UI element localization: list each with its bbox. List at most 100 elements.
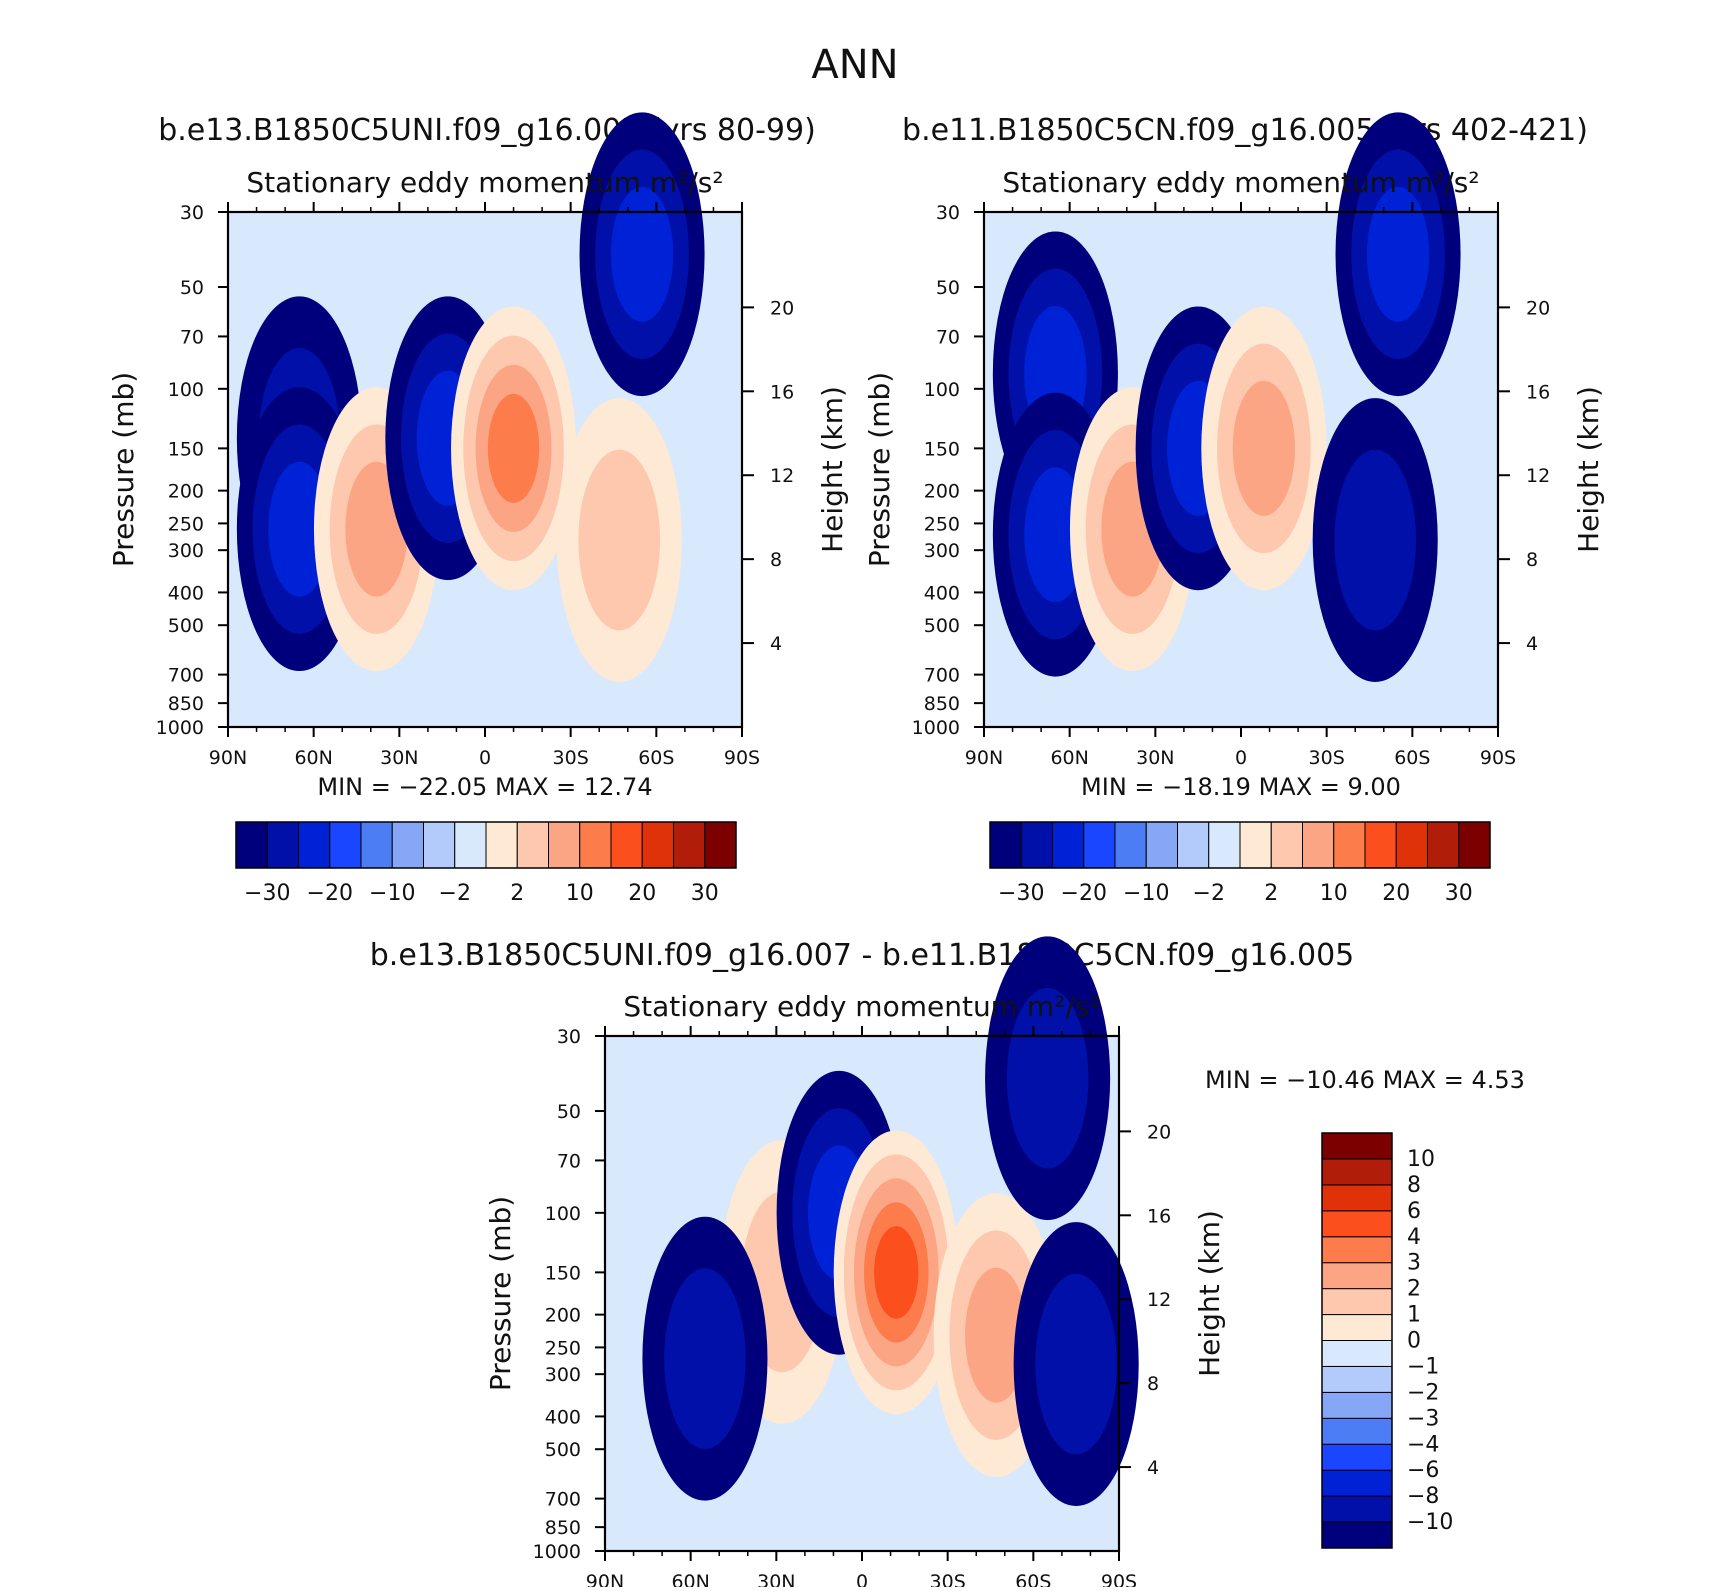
y-tick-label: 50	[180, 277, 204, 299]
x-tick-label: 90S	[1480, 747, 1516, 769]
colorbar-swatch	[1321, 1184, 1393, 1212]
y-tick-label: 1000	[533, 1541, 581, 1563]
y-axis-label: Pressure (mb)	[107, 372, 140, 567]
y-tick-label: 700	[545, 1489, 581, 1511]
y-tick-label: 50	[557, 1101, 581, 1123]
y-tick-label: 30	[557, 1026, 581, 1048]
y2-tick-label: 4	[1526, 633, 1538, 655]
x-tick-label: 30N	[757, 1571, 795, 1587]
y-tick-label: 70	[180, 326, 204, 348]
colorbar-label: −2	[1193, 881, 1225, 906]
contour-blob-6-1	[1006, 987, 1089, 1169]
y-tick-label: 850	[924, 693, 960, 715]
colorbar-swatch	[1321, 1417, 1393, 1445]
contour-blob-6-2	[1366, 186, 1430, 322]
y-tick-label: 30	[936, 202, 960, 224]
y-tick-label: 50	[936, 277, 960, 299]
y-tick-label: 500	[924, 615, 960, 637]
x-tick-label: 90N	[965, 747, 1003, 769]
y2-tick-label: 12	[1526, 465, 1550, 487]
colorbar-label: −20	[1061, 881, 1107, 906]
x-tick-label: 60N	[294, 747, 332, 769]
contour-blob-4-2	[1232, 380, 1295, 516]
x-tick-label: 60N	[1050, 747, 1088, 769]
plot-title: Stationary eddy momentum m²/s²	[1002, 166, 1479, 199]
colorbar-swatch	[1321, 1236, 1393, 1264]
colorbar-label: 2	[1407, 1277, 1421, 1302]
colorbar-frame	[235, 821, 737, 869]
colorbar-label: 3	[1407, 1251, 1421, 1276]
colorbar-swatch	[1052, 821, 1085, 869]
colorbar-swatch	[579, 821, 612, 869]
page-title: ANN	[811, 42, 898, 88]
y-tick-label: 150	[168, 438, 204, 460]
x-tick-label: 90N	[209, 747, 247, 769]
colorbar-label: −30	[998, 881, 1044, 906]
y2-tick-label: 4	[770, 633, 782, 655]
x-tick-label: 90N	[586, 1571, 624, 1587]
y2-axis-label: Height (km)	[1572, 386, 1605, 553]
plot-title: Stationary eddy momentum m²/s²	[246, 166, 723, 199]
x-tick-label: 60N	[671, 1571, 709, 1587]
x-tick-label: 0	[479, 747, 491, 769]
colorbar-swatch	[1020, 821, 1053, 869]
x-tick-label: 30N	[1136, 747, 1174, 769]
colorbar-swatch	[1321, 1469, 1393, 1497]
colorbar-label: −3	[1407, 1406, 1439, 1431]
y-tick-label: 200	[168, 481, 204, 503]
colorbar-swatch	[1364, 821, 1397, 869]
panel2-header: b.e11.B1850C5CN.f09_g16.005 (yrs 402-421…	[902, 113, 1588, 148]
colorbar-label: −2	[439, 881, 471, 906]
colorbar-swatch	[1208, 821, 1241, 869]
min-max-stats: MIN = −22.05 MAX = 12.74	[317, 773, 652, 801]
y2-tick-label: 16	[770, 381, 794, 403]
contour-blob-1-2	[268, 461, 331, 597]
colorbar-swatch	[1458, 821, 1491, 869]
colorbar-label: −10	[369, 881, 415, 906]
colorbar-swatch	[1239, 821, 1272, 869]
y2-tick-label: 20	[1526, 297, 1550, 319]
contour-blob-5-1	[1035, 1273, 1117, 1455]
colorbar-swatch	[516, 821, 549, 869]
panel-3: Stationary eddy momentum m²/s² 90N 60N 30N 0…	[484, 936, 1525, 1591]
contour-blob-2-4	[874, 1226, 919, 1319]
y2-tick-label: 12	[770, 465, 794, 487]
x-tick-label: 30S	[930, 1571, 966, 1587]
colorbar-label: −10	[1123, 881, 1169, 906]
y-tick-label: 70	[557, 1150, 581, 1172]
y-tick-label: 400	[168, 582, 204, 604]
x-tick-label: 60S	[1015, 1571, 1051, 1587]
colorbar-label: 30	[691, 881, 719, 906]
colorbar-swatch	[548, 821, 581, 869]
contour-blob-1-2	[1024, 467, 1087, 603]
colorbar-label: 20	[1382, 881, 1410, 906]
contour-blob-4-1	[664, 1268, 746, 1450]
colorbar-label: −6	[1407, 1458, 1439, 1483]
y-tick-label: 850	[168, 693, 204, 715]
colorbar-frame	[989, 821, 1491, 869]
colorbar-label: −8	[1407, 1484, 1439, 1509]
contour-blob-5-1	[578, 449, 661, 631]
y-tick-label: 400	[545, 1406, 581, 1428]
y-tick-label: 100	[545, 1203, 581, 1225]
colorbar-swatch	[485, 821, 518, 869]
y-tick-label: 30	[180, 202, 204, 224]
y-tick-label: 100	[924, 379, 960, 401]
colorbar-label: 8	[1407, 1173, 1421, 1198]
y-tick-label: 200	[545, 1305, 581, 1327]
colorbar-label: 2	[510, 881, 524, 906]
colorbar-label: 20	[628, 881, 656, 906]
colorbar-swatch	[1321, 1314, 1393, 1341]
colorbar-frame	[1321, 1132, 1393, 1549]
colorbar-swatch	[329, 821, 362, 869]
colorbar-swatch	[1302, 821, 1335, 869]
colorbar-swatch	[673, 821, 706, 869]
colorbar-swatch	[1321, 1391, 1393, 1419]
y2-tick-label: 8	[770, 549, 782, 571]
colorbar-label: 2	[1264, 881, 1278, 906]
colorbar-swatch	[1321, 1495, 1393, 1523]
y-tick-label: 250	[545, 1337, 581, 1359]
y2-tick-label: 20	[770, 297, 794, 319]
colorbar-swatch	[641, 821, 674, 869]
